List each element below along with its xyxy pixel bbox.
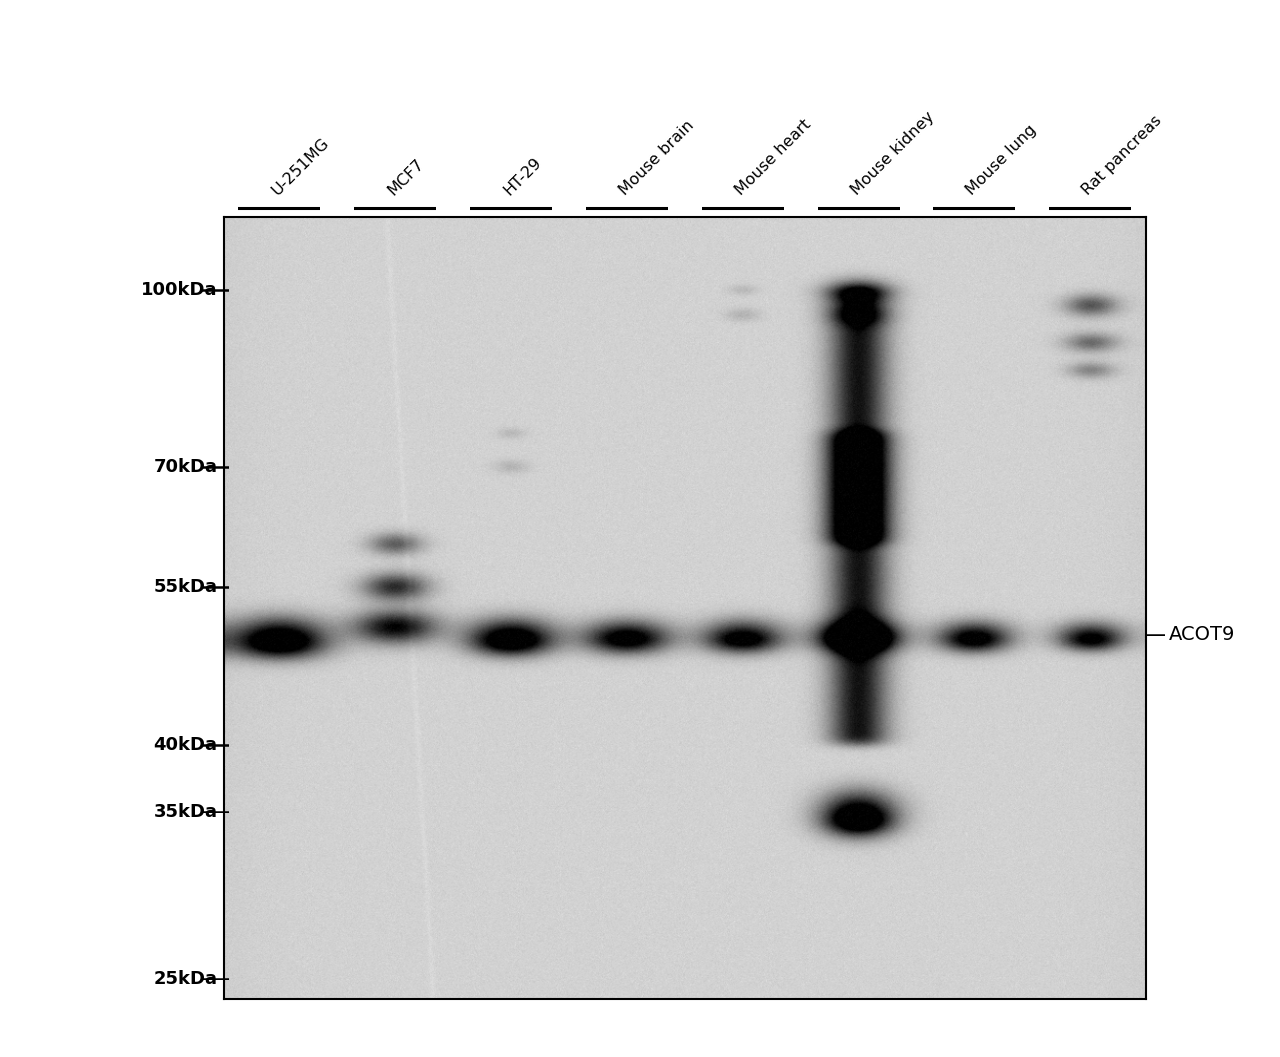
Text: Mouse brain: Mouse brain bbox=[616, 117, 696, 198]
Text: HT-29: HT-29 bbox=[500, 154, 544, 198]
Text: 35kDa: 35kDa bbox=[154, 802, 218, 820]
Text: MCF7: MCF7 bbox=[384, 155, 426, 198]
Text: Mouse lung: Mouse lung bbox=[964, 122, 1039, 198]
Text: Rat pancreas: Rat pancreas bbox=[1080, 112, 1165, 198]
Text: 100kDa: 100kDa bbox=[141, 281, 218, 299]
Text: 55kDa: 55kDa bbox=[154, 578, 218, 596]
Text: 40kDa: 40kDa bbox=[154, 737, 218, 755]
Text: Mouse heart: Mouse heart bbox=[732, 116, 814, 198]
Text: 25kDa: 25kDa bbox=[154, 969, 218, 987]
Text: U-251MG: U-251MG bbox=[269, 134, 332, 198]
Text: 70kDa: 70kDa bbox=[154, 459, 218, 477]
Text: ACOT9: ACOT9 bbox=[1169, 625, 1235, 644]
Text: Mouse kidney: Mouse kidney bbox=[847, 109, 937, 198]
